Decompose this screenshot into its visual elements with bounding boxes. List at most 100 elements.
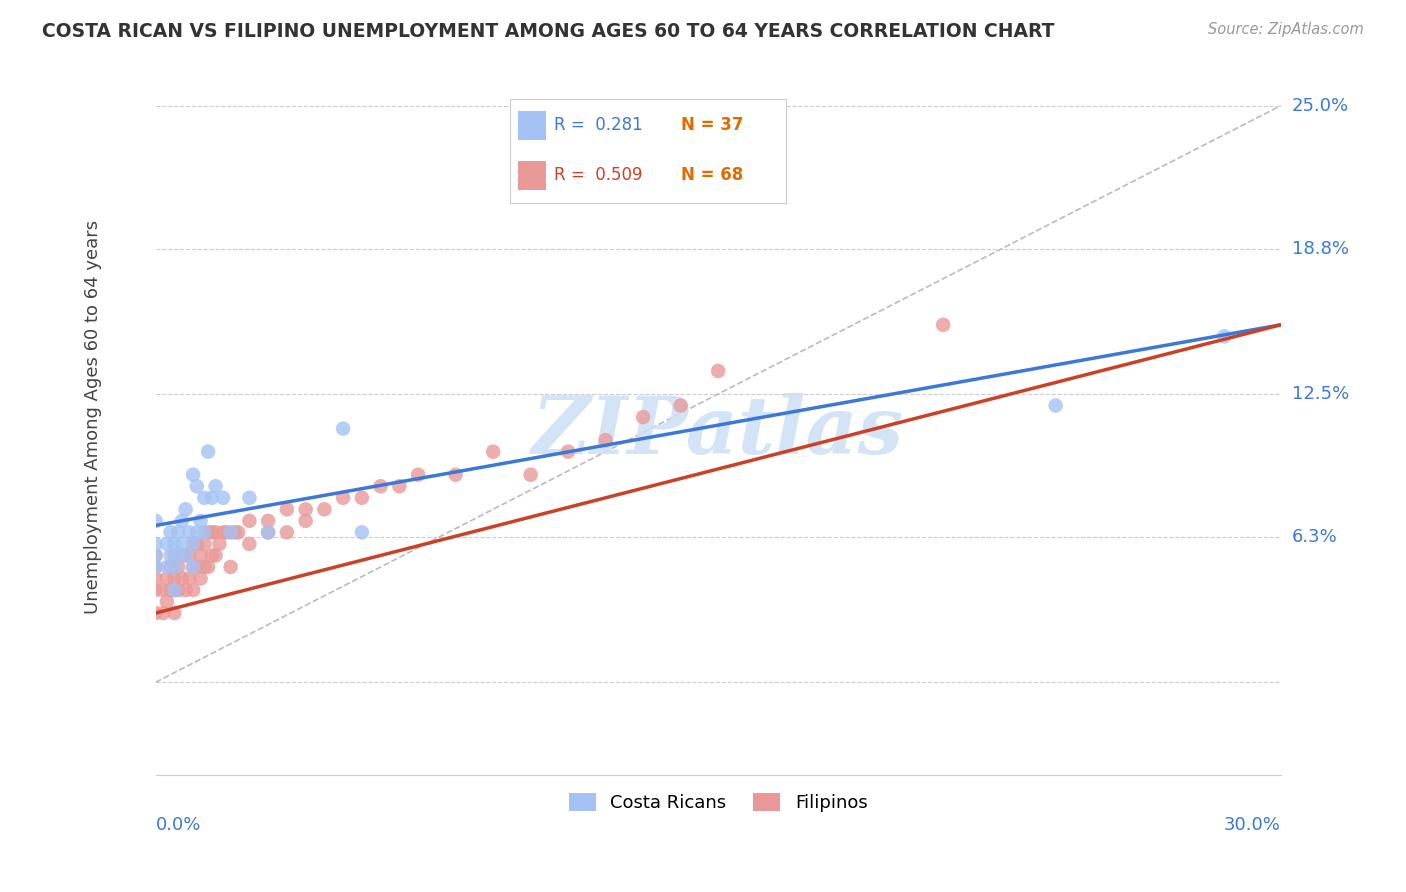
- Point: [163, 537, 186, 551]
- Point: [167, 549, 190, 563]
- Text: 30.0%: 30.0%: [1223, 816, 1281, 834]
- Point: [482, 444, 505, 458]
- Text: 0.0%: 0.0%: [156, 816, 201, 834]
- Point: [174, 549, 197, 563]
- Point: [159, 560, 181, 574]
- Point: [204, 525, 226, 540]
- Point: [204, 479, 226, 493]
- Text: Unemployment Among Ages 60 to 64 years: Unemployment Among Ages 60 to 64 years: [83, 220, 101, 614]
- Point: [190, 572, 212, 586]
- Point: [669, 399, 692, 413]
- Point: [197, 560, 219, 574]
- Point: [238, 514, 260, 528]
- Point: [163, 549, 186, 563]
- Point: [181, 582, 204, 597]
- Point: [193, 525, 215, 540]
- Point: [190, 549, 212, 563]
- Point: [332, 421, 354, 435]
- Point: [193, 491, 215, 505]
- Point: [201, 525, 224, 540]
- Point: [219, 560, 242, 574]
- Point: [444, 467, 467, 482]
- Point: [145, 560, 167, 574]
- Point: [197, 525, 219, 540]
- Point: [204, 549, 226, 563]
- Point: [707, 364, 730, 378]
- Point: [163, 572, 186, 586]
- Point: [186, 537, 208, 551]
- Point: [631, 410, 654, 425]
- Point: [156, 572, 179, 586]
- Point: [145, 514, 167, 528]
- Text: 6.3%: 6.3%: [1292, 528, 1337, 546]
- Point: [201, 491, 224, 505]
- Point: [257, 514, 280, 528]
- Point: [519, 467, 541, 482]
- Point: [1045, 399, 1067, 413]
- Point: [314, 502, 336, 516]
- Point: [145, 606, 167, 620]
- Point: [181, 560, 204, 574]
- Point: [159, 582, 181, 597]
- Point: [595, 433, 617, 447]
- Point: [163, 560, 186, 574]
- Point: [224, 525, 246, 540]
- Point: [932, 318, 955, 332]
- Point: [186, 525, 208, 540]
- Text: 12.5%: 12.5%: [1292, 385, 1350, 403]
- Point: [238, 537, 260, 551]
- Point: [181, 537, 204, 551]
- Point: [156, 594, 179, 608]
- Point: [406, 467, 429, 482]
- Point: [170, 537, 193, 551]
- Point: [388, 479, 411, 493]
- Point: [152, 582, 174, 597]
- Point: [181, 560, 204, 574]
- Point: [145, 560, 167, 574]
- Point: [156, 537, 179, 551]
- Point: [179, 572, 201, 586]
- Point: [152, 606, 174, 620]
- Text: ZIPatlas: ZIPatlas: [531, 392, 904, 470]
- Point: [145, 549, 167, 563]
- Text: Source: ZipAtlas.com: Source: ZipAtlas.com: [1208, 22, 1364, 37]
- Point: [208, 537, 231, 551]
- Point: [174, 549, 197, 563]
- Text: COSTA RICAN VS FILIPINO UNEMPLOYMENT AMONG AGES 60 TO 64 YEARS CORRELATION CHART: COSTA RICAN VS FILIPINO UNEMPLOYMENT AMO…: [42, 22, 1054, 41]
- Point: [212, 525, 235, 540]
- Point: [350, 525, 373, 540]
- Point: [557, 444, 579, 458]
- Point: [193, 537, 215, 551]
- Point: [294, 514, 316, 528]
- Point: [332, 491, 354, 505]
- Point: [186, 479, 208, 493]
- Point: [159, 525, 181, 540]
- Point: [193, 560, 215, 574]
- Point: [215, 525, 238, 540]
- Point: [257, 525, 280, 540]
- Point: [370, 479, 392, 493]
- Point: [145, 572, 167, 586]
- Point: [170, 572, 193, 586]
- Point: [276, 502, 298, 516]
- Point: [167, 582, 190, 597]
- Point: [163, 606, 186, 620]
- Point: [1213, 329, 1236, 343]
- Point: [197, 444, 219, 458]
- Point: [167, 525, 190, 540]
- Point: [186, 560, 208, 574]
- Text: 25.0%: 25.0%: [1292, 96, 1348, 115]
- Legend: Costa Ricans, Filipinos: Costa Ricans, Filipinos: [561, 785, 875, 819]
- Point: [145, 549, 167, 563]
- Point: [350, 491, 373, 505]
- Point: [163, 582, 186, 597]
- Point: [145, 537, 167, 551]
- Point: [1382, 191, 1405, 205]
- Point: [212, 491, 235, 505]
- Point: [145, 582, 167, 597]
- Text: 18.8%: 18.8%: [1292, 240, 1348, 258]
- Point: [174, 582, 197, 597]
- Point: [156, 560, 179, 574]
- Point: [163, 582, 186, 597]
- Point: [181, 467, 204, 482]
